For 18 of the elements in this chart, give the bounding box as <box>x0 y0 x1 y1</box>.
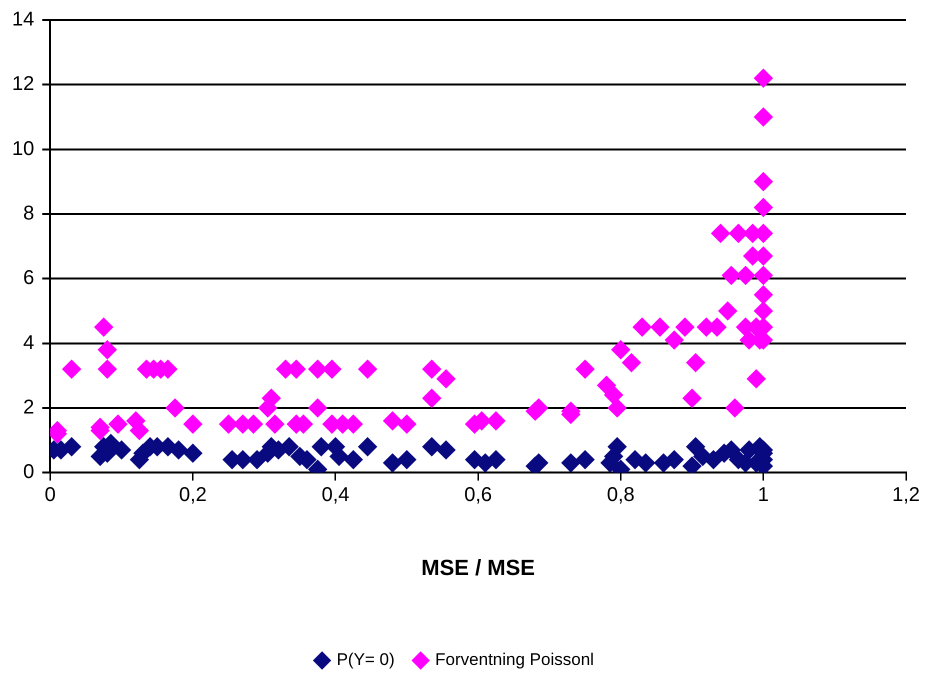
y-tick-label: 0 <box>23 461 34 484</box>
x-tick-label: 1,2 <box>892 484 920 506</box>
legend-label: P(Y= 0) <box>336 650 395 670</box>
y-tick-label: 6 <box>23 267 34 290</box>
x-tick-label: 0,8 <box>606 484 635 506</box>
x-axis-title: MSE / MSE <box>421 554 535 580</box>
x-tick-label: 0,2 <box>178 484 207 506</box>
legend-label: Forventning Poissonl <box>435 650 594 670</box>
y-tick-label: 2 <box>23 396 34 418</box>
x-tick-label: 0,4 <box>322 484 350 506</box>
y-tick-label: 8 <box>23 202 34 224</box>
y-tick-label: 14 <box>12 8 34 31</box>
y-tick-label: 12 <box>12 73 34 96</box>
x-tick-label: 0 <box>44 484 56 506</box>
y-tick-label: 4 <box>23 332 34 354</box>
y-tick-label: 10 <box>12 138 34 160</box>
x-tick-label: 1 <box>758 484 769 506</box>
x-tick-label: 0,6 <box>464 484 492 506</box>
